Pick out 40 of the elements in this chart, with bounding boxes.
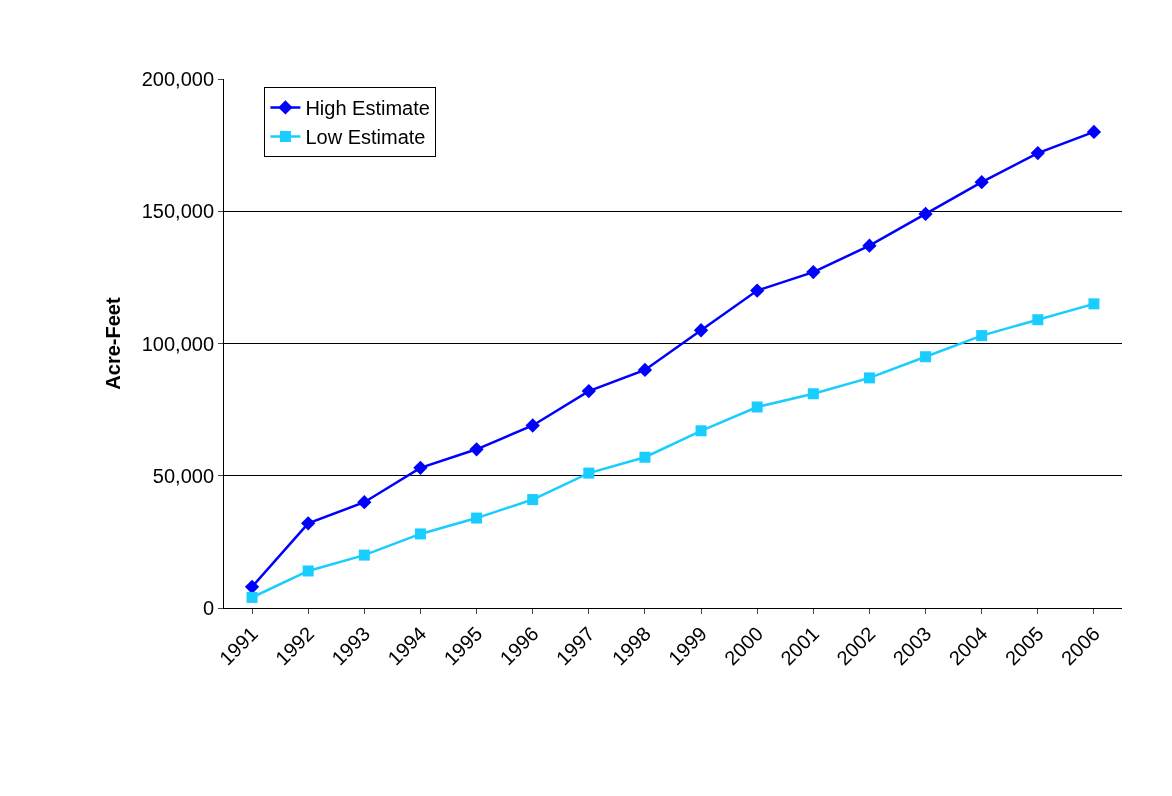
y-tick-label: 50,000 — [152, 464, 214, 487]
point — [974, 175, 989, 190]
point — [695, 425, 707, 437]
point — [751, 401, 763, 413]
point — [920, 351, 932, 363]
point — [863, 372, 875, 384]
point — [357, 495, 372, 510]
point — [581, 383, 596, 399]
point — [1032, 314, 1044, 326]
y-tick-label: 100,000 — [141, 332, 214, 355]
point — [1088, 298, 1100, 310]
legend-label: Low Estimate — [305, 126, 426, 149]
y-axis-title: Acre-Feet — [102, 297, 125, 390]
y-tick-label: 150,000 — [141, 200, 214, 223]
point — [244, 579, 260, 594]
point — [918, 206, 933, 222]
point — [976, 330, 988, 342]
point — [527, 494, 539, 506]
point — [862, 238, 877, 253]
point — [469, 442, 484, 457]
point — [302, 565, 314, 577]
point — [639, 451, 651, 463]
point — [807, 388, 819, 400]
point — [414, 528, 426, 540]
point — [583, 467, 595, 479]
y-tick-label: 200,000 — [141, 68, 214, 90]
y-tick-label: 0 — [202, 597, 214, 619]
point — [413, 460, 428, 475]
point — [358, 549, 370, 561]
point — [1086, 124, 1102, 140]
point — [471, 512, 483, 524]
point — [525, 418, 540, 433]
point — [1030, 145, 1045, 161]
point — [246, 591, 258, 603]
point — [637, 362, 653, 378]
legend-label: High Estimate — [305, 97, 430, 120]
point — [301, 516, 316, 531]
point — [693, 323, 709, 338]
point — [750, 283, 765, 298]
point — [806, 264, 821, 280]
